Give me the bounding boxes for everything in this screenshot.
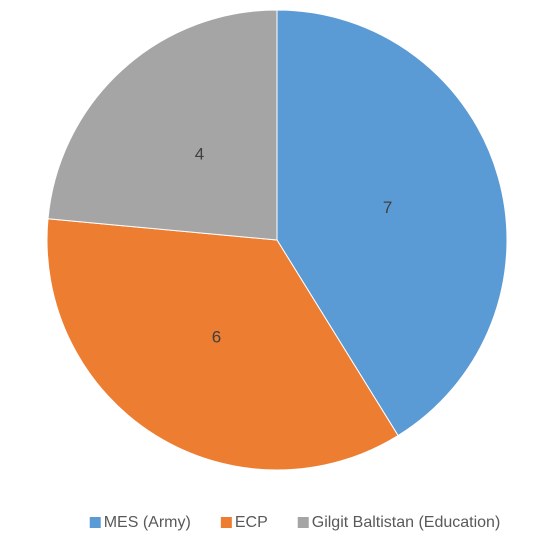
pie-slice — [47, 9, 278, 241]
data-label: 6 — [212, 327, 221, 346]
pie-slice — [46, 218, 399, 471]
data-label: 4 — [195, 144, 204, 163]
legend-swatch — [89, 517, 101, 528]
legend-label: MES (Army) — [104, 514, 191, 531]
legend-swatch — [297, 517, 309, 528]
legend: MES (Army) ECP Gilgit Baltistan (Education… — [89, 514, 501, 531]
data-label: 7 — [383, 198, 392, 217]
legend-label: ECP — [235, 514, 268, 531]
legend-label: Gilgit Baltistan (Education) — [312, 514, 501, 531]
pie-slice — [276, 9, 508, 437]
legend-swatch — [220, 517, 232, 528]
